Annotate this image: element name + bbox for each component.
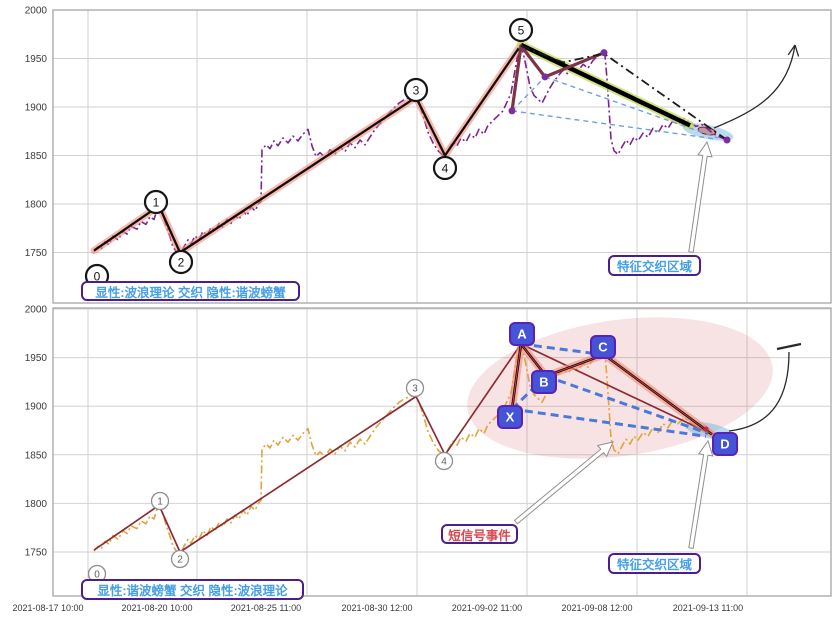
wave-circle-bottom bbox=[434, 451, 454, 471]
bottom-chart-mode-label: 显性:谐波螃蟹 交织 隐性:波浪理论 bbox=[81, 579, 304, 600]
breakout-curve-top-arrowhead bbox=[794, 44, 800, 57]
harmonic-badge-label: C bbox=[598, 340, 608, 355]
x-tick-label: 2021-09-08 12:00 bbox=[561, 603, 632, 613]
elliott-wave-main bbox=[93, 44, 522, 254]
x-tick-label: 2021-08-17 10:00 bbox=[12, 603, 83, 613]
arrow-to-feature-zone-top bbox=[688, 140, 713, 253]
plot-border bbox=[52, 9, 832, 304]
harmonic-badge-D bbox=[712, 432, 738, 456]
wave-circle-bottom bbox=[170, 549, 190, 569]
wave-circle-top bbox=[432, 155, 458, 181]
y-tick-label: 1750 bbox=[25, 248, 48, 259]
ratio-x-d bbox=[511, 110, 717, 140]
arrow-to-feature-zone-bottom bbox=[688, 439, 714, 549]
breakout-curve-top bbox=[713, 44, 796, 129]
wave-circle-bottom-label: 0 bbox=[94, 570, 100, 581]
wave-circle-bottom bbox=[405, 378, 425, 398]
pattern-point-dot bbox=[508, 107, 516, 115]
ratio-b-d bbox=[545, 374, 709, 435]
x-tick-label: 2021-08-20 10:00 bbox=[121, 603, 192, 613]
wave-circle-top bbox=[168, 249, 194, 275]
wave-circle-bottom-label: 1 bbox=[157, 497, 163, 508]
harmonic-badge-label: X bbox=[506, 410, 515, 425]
y-tick-label: 2000 bbox=[25, 305, 48, 316]
harmonic-badge-A bbox=[509, 322, 535, 346]
harmonic-badge-X bbox=[497, 405, 523, 429]
wave-circle-top bbox=[403, 77, 429, 103]
series-layer bbox=[90, 40, 728, 557]
y-tick-label: 1950 bbox=[25, 54, 48, 65]
pattern-point-dot bbox=[723, 136, 731, 144]
gridlines-layer bbox=[52, 9, 832, 597]
wave-circle-top-label: 0 bbox=[94, 269, 101, 283]
y-tick-label: 1750 bbox=[25, 548, 48, 559]
x-tick-label: 2021-08-25 11:00 bbox=[231, 603, 301, 613]
y-tick-label: 2000 bbox=[25, 6, 48, 17]
axis-ticks-layer: 2000 1950 1900 1850 1800 1750 2000 1950 1900 1850… bbox=[12, 6, 743, 614]
crab-overlay-maroon bbox=[510, 44, 605, 112]
crab-projection-dashdot bbox=[520, 45, 728, 141]
wave-circle-top-label: 1 bbox=[153, 195, 160, 209]
short-signal-event-label: 短信号事件 bbox=[441, 524, 518, 544]
plot-border bbox=[52, 307, 832, 597]
arrow-to-signal-zone bbox=[513, 441, 614, 525]
wave-circle-bottom bbox=[150, 491, 170, 511]
x-tick-label: 2021-09-02 11:00 bbox=[452, 603, 522, 613]
ratio-x-d bbox=[511, 407, 707, 438]
pattern-point-dot bbox=[600, 49, 608, 57]
wave-circle-top-label: 5 bbox=[518, 23, 525, 37]
x-tick-label: 2021-09-13 11:00 bbox=[673, 603, 743, 613]
wave-circle-top bbox=[143, 189, 169, 215]
wave-circle-bottom-label: 2 bbox=[177, 555, 183, 566]
breakout-curve-top-arrowhead bbox=[787, 44, 796, 56]
wave-circle-bottom-label: 3 bbox=[412, 384, 418, 395]
y-tick-label: 1950 bbox=[25, 353, 48, 364]
harmonic-badge-B bbox=[531, 370, 557, 394]
x-tick-label: 2021-08-30 12:00 bbox=[341, 603, 412, 613]
convergence-red-dot bbox=[703, 426, 709, 432]
ratio-b-d bbox=[544, 76, 719, 139]
breakout-curve-bottom bbox=[728, 351, 790, 432]
breakout-curve-bottom-tbar bbox=[776, 342, 802, 351]
callouts-layer bbox=[513, 44, 802, 549]
projection-line bbox=[520, 42, 691, 128]
harmonic-badge-label: B bbox=[539, 375, 548, 390]
wave-circle-top-label: 2 bbox=[178, 255, 185, 269]
y-tick-label: 1900 bbox=[25, 103, 48, 114]
y-tick-label: 1850 bbox=[25, 450, 48, 461]
price-line-purple bbox=[93, 45, 728, 258]
y-tick-label: 1800 bbox=[25, 200, 48, 211]
y-tick-label: 1800 bbox=[25, 499, 48, 510]
wave-circle-top-label: 3 bbox=[413, 83, 420, 97]
y-tick-label: 1850 bbox=[25, 151, 48, 162]
harmonic-badge-label: A bbox=[517, 327, 527, 342]
wave-circle-top-label: 4 bbox=[442, 161, 449, 175]
ratio-x-b bbox=[511, 76, 546, 112]
feature-zone-label-bottom: 特征交织区域 bbox=[608, 553, 701, 574]
harmonic-badge-C bbox=[590, 335, 616, 359]
wave-circle-top bbox=[508, 17, 534, 43]
y-tick-label: 1900 bbox=[25, 402, 48, 413]
feature-zone-label-top: 特征交织区域 bbox=[608, 255, 701, 276]
top-chart-mode-label: 显性:波浪理论 交织 隐性:谐波螃蟹 bbox=[81, 281, 300, 301]
pattern-point-dot bbox=[541, 73, 549, 81]
wave-circle-bottom-label: 4 bbox=[441, 457, 447, 468]
harmonic-badge-label: D bbox=[720, 437, 729, 452]
